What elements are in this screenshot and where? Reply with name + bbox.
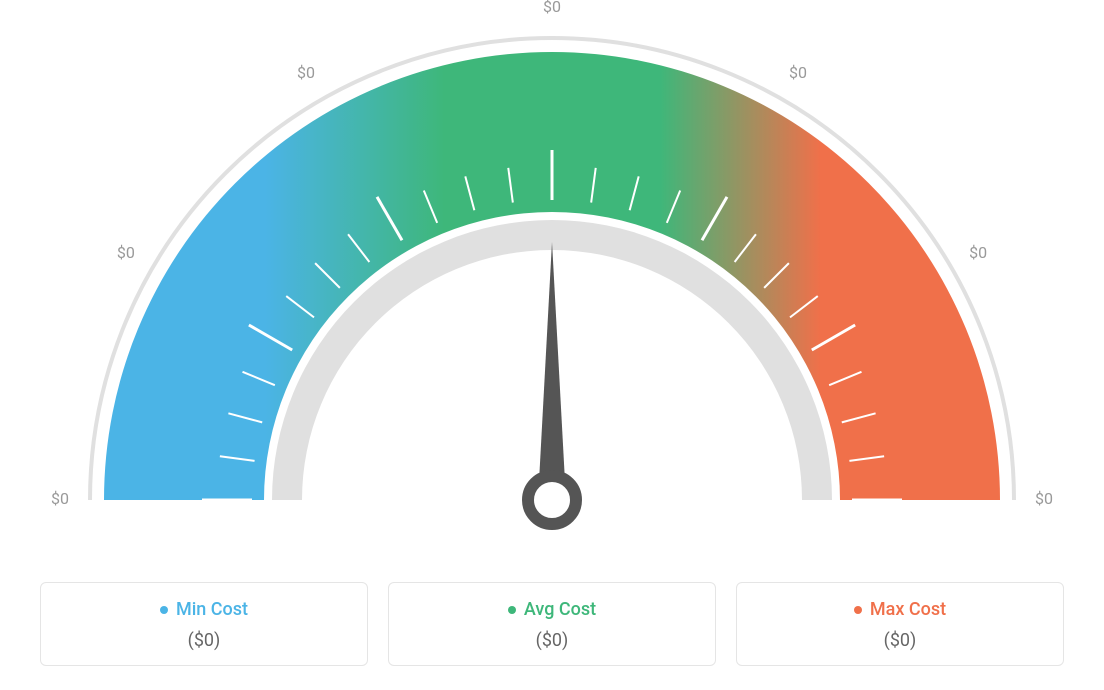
gauge-tick-label: $0 xyxy=(543,0,561,16)
gauge-chart: $0 $0 $0 $0 $0 $0 $0 xyxy=(0,0,1104,560)
gauge-tick-label: $0 xyxy=(1035,489,1053,508)
gauge-svg: $0 $0 $0 $0 $0 $0 $0 xyxy=(0,0,1104,560)
legend-label-row: Max Cost xyxy=(749,599,1051,620)
gauge-hub xyxy=(528,476,576,524)
gauge-tick-label: $0 xyxy=(51,489,69,508)
legend-dot-avg xyxy=(508,606,516,614)
legend-card-min: Min Cost ($0) xyxy=(40,582,368,666)
legend-label-row: Min Cost xyxy=(53,599,355,620)
legend-dot-min xyxy=(160,606,168,614)
legend-value-min: ($0) xyxy=(53,630,355,651)
legend-value-max: ($0) xyxy=(749,630,1051,651)
legend-dot-max xyxy=(854,606,862,614)
legend-label-row: Avg Cost xyxy=(401,599,703,620)
legend-card-max: Max Cost ($0) xyxy=(736,582,1064,666)
legend-value-avg: ($0) xyxy=(401,630,703,651)
gauge-needle xyxy=(538,242,566,500)
legend-card-avg: Avg Cost ($0) xyxy=(388,582,716,666)
gauge-tick-label: $0 xyxy=(969,243,987,262)
legend-label-max: Max Cost xyxy=(870,599,946,620)
legend-row: Min Cost ($0) Avg Cost ($0) Max Cost ($0… xyxy=(0,582,1104,666)
gauge-tick-label: $0 xyxy=(117,243,135,262)
legend-label-avg: Avg Cost xyxy=(524,599,596,620)
legend-label-min: Min Cost xyxy=(176,599,248,620)
gauge-tick-label: $0 xyxy=(297,63,315,82)
gauge-tick-label: $0 xyxy=(789,63,807,82)
